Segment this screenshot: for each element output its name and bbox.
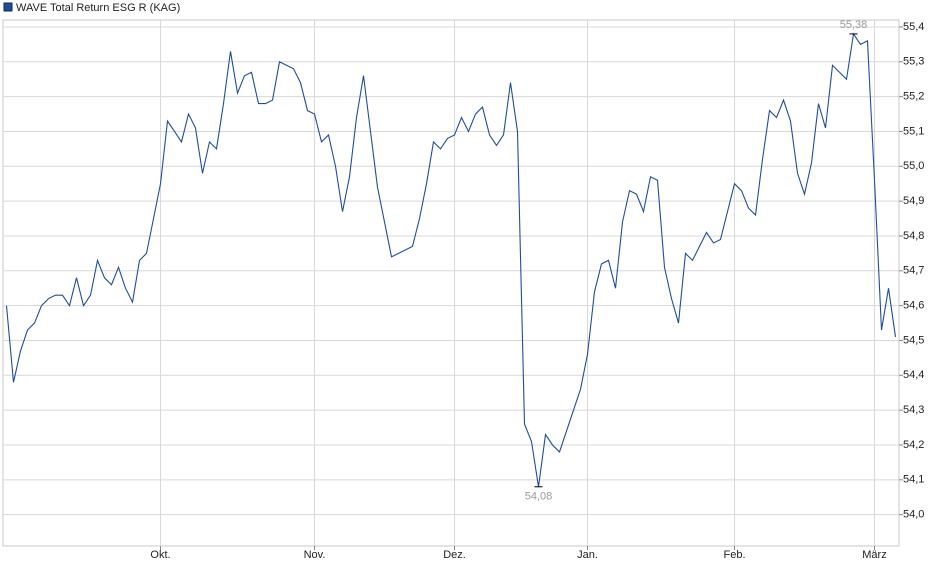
y-tick-label: 54,9 (903, 195, 924, 207)
y-tick-label: 55,3 (903, 56, 924, 68)
x-tick-label: Dez. (443, 549, 466, 561)
y-tick-label: 54,3 (903, 404, 924, 416)
y-tick-label: 54,5 (903, 334, 924, 346)
y-tick-label: 54,2 (903, 439, 924, 451)
legend-label: WAVE Total Return ESG R (KAG) (16, 2, 180, 14)
x-tick-label: Okt. (150, 549, 170, 561)
y-tick-label: 54,4 (903, 369, 924, 381)
y-tick-label: 54,1 (903, 474, 924, 486)
y-tick-label: 54,0 (903, 509, 924, 521)
annotation: 54,08 (525, 491, 553, 503)
y-tick-label: 54,6 (903, 300, 924, 312)
x-tick-label: Nov. (304, 549, 326, 561)
y-tick-label: 54,7 (903, 265, 924, 277)
x-tick-label: Jan. (577, 549, 598, 561)
x-tick-label: März (862, 549, 886, 561)
line (5, 32, 897, 487)
plot-frame (2, 19, 900, 547)
y-tick-label: 55,2 (903, 91, 924, 103)
y-tick-label: 54,8 (903, 230, 924, 242)
y-tick-label: 55,4 (903, 21, 924, 33)
legend-swatch (3, 2, 13, 12)
annotation: 55,38 (840, 19, 868, 31)
y-tick-label: 55,0 (903, 160, 924, 172)
x-tick-label: Feb. (723, 549, 745, 561)
y-tick-label: 55,1 (903, 125, 924, 137)
